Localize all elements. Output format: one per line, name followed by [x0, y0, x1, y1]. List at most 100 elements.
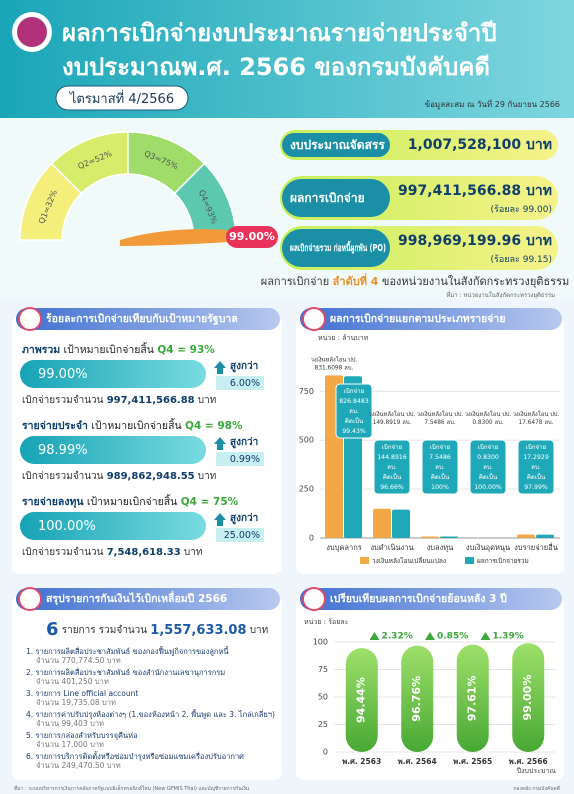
unit-label-part: หน่วย : ล้านบาท — [318, 334, 369, 342]
bar-value-label: 99.43% — [342, 428, 366, 435]
gauge-value-pill — [226, 226, 278, 248]
source: ที่มา : หน่วยงานในสังกัดกระทรวงยุติธรรม — [446, 291, 555, 299]
panel — [12, 596, 282, 780]
bar-value-label: 96.66% — [380, 484, 404, 491]
bar-value-label: ลบ. — [349, 408, 359, 415]
footer-right-part: กองคลัง กรมบังคับคดี — [513, 785, 560, 792]
bar — [401, 645, 434, 752]
target-value-part: 98.99% — [38, 443, 88, 458]
summary-percent-part: (ร้อยละ 99.15) — [490, 254, 552, 265]
x-tick-label: พ.ศ. 2565 — [453, 757, 492, 766]
bar-label: 17.6478 ลบ. — [518, 420, 553, 426]
target-heading-part: เป้าหมายเบิกจ่ายสิ้น — [60, 342, 157, 356]
diff-box — [216, 452, 264, 466]
section-icon — [18, 307, 42, 331]
unit-label-part: หน่วย : ร้อยละ — [304, 618, 349, 626]
bar-label-part: 149.8919 — [373, 420, 401, 426]
section-title-part: เปรียบเทียบผลการเบิกจ่ายย้อนหลัง 3 ปี — [330, 592, 507, 605]
y-tick-label: 250 — [299, 485, 314, 494]
change-arrow — [369, 632, 380, 640]
rank-line-part: ของหน่วยงานในสังกัดกระทรวงยุติธรรม — [378, 275, 569, 288]
carry-count-part: รายการ รวมจำนวน — [59, 625, 151, 636]
bar-value-label-part: 97.99% — [524, 484, 548, 491]
carry-amount-part: จำนวน 19,735.08 บาท — [36, 698, 116, 707]
target-value: 100.00% — [38, 519, 96, 534]
gauge-needle — [120, 229, 228, 246]
title-line: งบประมาณพ.ศ. 2566 ของกรมบังคับคดี — [62, 53, 490, 81]
x-tick-label: งบรายจ่ายอื่น — [514, 542, 558, 552]
bar-label-part: 0.8300 — [472, 420, 493, 426]
bar-label-box — [373, 439, 411, 495]
x-tick-label: งบดำเนินงาน — [370, 543, 413, 552]
bar-value-label: คิดเป็น — [479, 472, 498, 481]
bar-value-label: คิดเป็น — [527, 472, 546, 481]
target-higher: สูงกว่า — [230, 360, 258, 373]
bar-label-part: ลบ. — [495, 420, 504, 426]
quarter-pill — [55, 85, 189, 111]
carry-count-part: บาท — [247, 625, 269, 636]
target-value: 99.00% — [38, 367, 88, 382]
summary-label-part: ผลการเบิกจ่าย — [290, 191, 365, 205]
footer-left: ที่มา : ระบบบริหารการเงินการคลังภาครัฐแบ… — [14, 784, 250, 792]
y-tick-label: 100 — [313, 638, 328, 647]
title-line: ผลการเบิกจ่ายงบประมาณรายจ่ายประจำปี — [62, 19, 497, 47]
summary-amount-part: 998,969,199.96 บาท — [398, 233, 552, 249]
up-arrow — [214, 513, 226, 526]
bar-value-label-part: เบิกจ่าย — [430, 444, 451, 451]
target-total-part: 997,411,566.88 — [107, 395, 195, 406]
summary-label-part: งบประมาณจัดสรร — [290, 138, 385, 152]
bar-value-label-part: ลบ. — [483, 464, 493, 471]
bar-value-label: 97.99% — [524, 484, 548, 491]
target-total-part: 989,862,948.55 — [107, 471, 195, 482]
section-icon — [302, 307, 326, 331]
bar-label-part: วงเงินหลังโอน ปป. — [465, 410, 512, 418]
y-tick-label: 25 — [318, 720, 328, 729]
carry-item: 4. รายการค่าปรับปรุงห้องต่างๆ (1.ของห้อง… — [26, 709, 275, 719]
carry-amount-part: จำนวน 770,774.50 บาท — [36, 656, 121, 665]
bar-value-label: ลบ. — [531, 464, 541, 471]
bar-value-label-part: ลบ. — [387, 464, 397, 471]
rank-line: ผลการเบิกจ่าย ลำดับที่ 4 ของหน่วยงานในสั… — [261, 273, 569, 288]
carry-count: 6 รายการ รวมจำนวน 1,557,633.08 บาท — [46, 619, 268, 640]
summary-amount-part: 1,007,528,100 บาท — [408, 137, 552, 153]
target-higher-part: สูงกว่า — [230, 436, 258, 449]
summary-percent: (ร้อยละ 99.15) — [490, 254, 552, 265]
bar-label-part: ลบ. — [544, 420, 553, 426]
title-line-part: ผลการเบิกจ่ายงบประมาณรายจ่ายประจำปี — [62, 19, 497, 47]
bar-label: วงเงินหลังโอน ปป. — [417, 410, 464, 418]
value-label: 94.44% — [355, 677, 368, 723]
section-title: ผลการเบิกจ่ายแยกตามประเภทรายจ่าย — [330, 313, 505, 325]
carry-amount: จำนวน 401,250 บาท — [36, 677, 109, 686]
bar-value-label-part: เบิกจ่าย — [382, 444, 403, 451]
section-header — [16, 308, 280, 330]
bar-value-label-part: 100.00% — [474, 484, 502, 491]
target-value-part: 99.00% — [38, 367, 88, 382]
carry-amount: จำนวน 99,403 บาท — [36, 719, 104, 728]
bar-label: วงเงินหลังโอน ปป. — [465, 410, 512, 418]
target-value: 98.99% — [38, 443, 88, 458]
target-heading-part: ภาพรวม — [22, 344, 60, 356]
target-pill — [20, 360, 206, 388]
date-note: ข้อมูลสะสม ณ วันที่ 29 กันยายน 2566 — [425, 98, 560, 110]
bar-value-label: เบิกจ่าย — [382, 444, 403, 451]
summary-label: งบประมาณจัดสรร — [290, 138, 385, 152]
bar-value-label: 7.5486 — [429, 454, 451, 461]
bar-label-box — [421, 439, 459, 495]
target-heading-part: Q4 = 75% — [181, 496, 239, 508]
bar-value-label: เบิกจ่าย — [430, 444, 451, 451]
target-total: เบิกจ่ายรวมจำนวน 997,411,566.88 บาท — [22, 395, 216, 406]
carry-item-part: 5. รายการกล่องสำหรับบรรจุคืนห่อ — [26, 731, 138, 740]
bar-value-label-part: เบิกจ่าย — [344, 388, 365, 395]
bar-value-label-part: คิดเป็น — [345, 416, 364, 425]
bar-label-part: ลบ. — [447, 420, 456, 426]
bar-label-part: ลบ. — [402, 420, 411, 426]
bar-value-label: 0.8300 — [477, 454, 499, 461]
target-diff: 6.00% — [230, 378, 260, 389]
summary-label-box — [282, 179, 390, 217]
target-heading-part: เป้าหมายเบิกจ่ายสิ้น — [84, 494, 181, 508]
legend-swatch — [465, 557, 474, 564]
source-part: ที่มา : หน่วยงานในสังกัดกระทรวงยุติธรรม — [446, 291, 555, 299]
carry-amount: จำนวน 19,735.08 บาท — [36, 698, 116, 707]
bar-label-box — [335, 383, 373, 439]
